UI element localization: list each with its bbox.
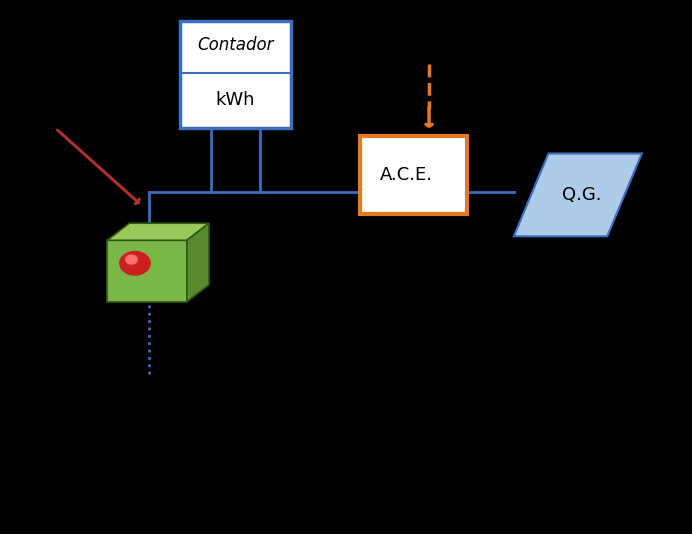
Text: kWh: kWh [215, 91, 255, 109]
FancyBboxPatch shape [107, 240, 187, 302]
Polygon shape [513, 154, 642, 236]
Circle shape [126, 255, 137, 264]
Text: Q.G.: Q.G. [561, 186, 601, 204]
Circle shape [120, 252, 150, 275]
Text: A.C.E.: A.C.E. [380, 166, 433, 184]
Polygon shape [187, 223, 209, 302]
Polygon shape [107, 223, 209, 240]
FancyBboxPatch shape [180, 21, 291, 128]
Text: Contador: Contador [197, 36, 273, 54]
FancyBboxPatch shape [360, 136, 467, 214]
